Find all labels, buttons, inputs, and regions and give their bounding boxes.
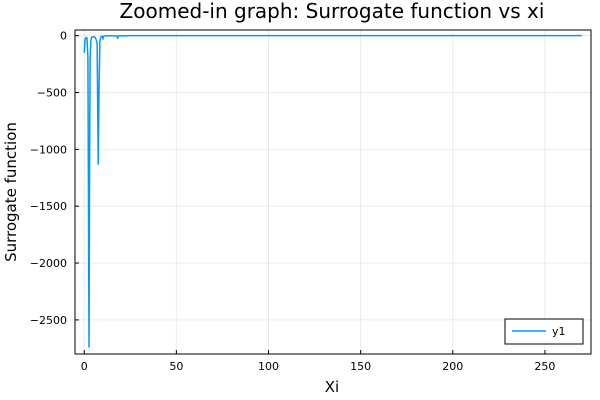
y-tick-label: −1000 [30, 143, 67, 156]
series-line-y1 [83, 34, 582, 348]
x-tick-label: 50 [169, 360, 183, 373]
y-axis-label: Surrogate function [2, 122, 20, 262]
x-tick-label: 0 [81, 360, 88, 373]
x-tick-label: 100 [258, 360, 279, 373]
y-tick-label: −1500 [30, 200, 67, 213]
x-tick-label: 250 [534, 360, 555, 373]
legend-label-y1: y1 [552, 325, 566, 338]
x-tick-label: 150 [350, 360, 371, 373]
series-layer [83, 34, 582, 348]
y-tick-label: 0 [60, 30, 67, 43]
legend: y1 [504, 318, 584, 345]
x-tick-label: 200 [442, 360, 463, 373]
y-tick-label: −2000 [30, 257, 67, 270]
grid-layer [75, 30, 591, 354]
y-tick-label: −500 [37, 87, 67, 100]
x-axis-label: Xi [325, 378, 339, 396]
ticks-layer: 0 50 100 150 200 250 0 −500 −1000 −1500 −2000 −2500 [30, 30, 556, 373]
plot-frame [74, 29, 592, 355]
y-tick-label: −2500 [30, 314, 67, 327]
chart-title: Zoomed-in graph: Surrogate function vs x… [120, 0, 545, 23]
